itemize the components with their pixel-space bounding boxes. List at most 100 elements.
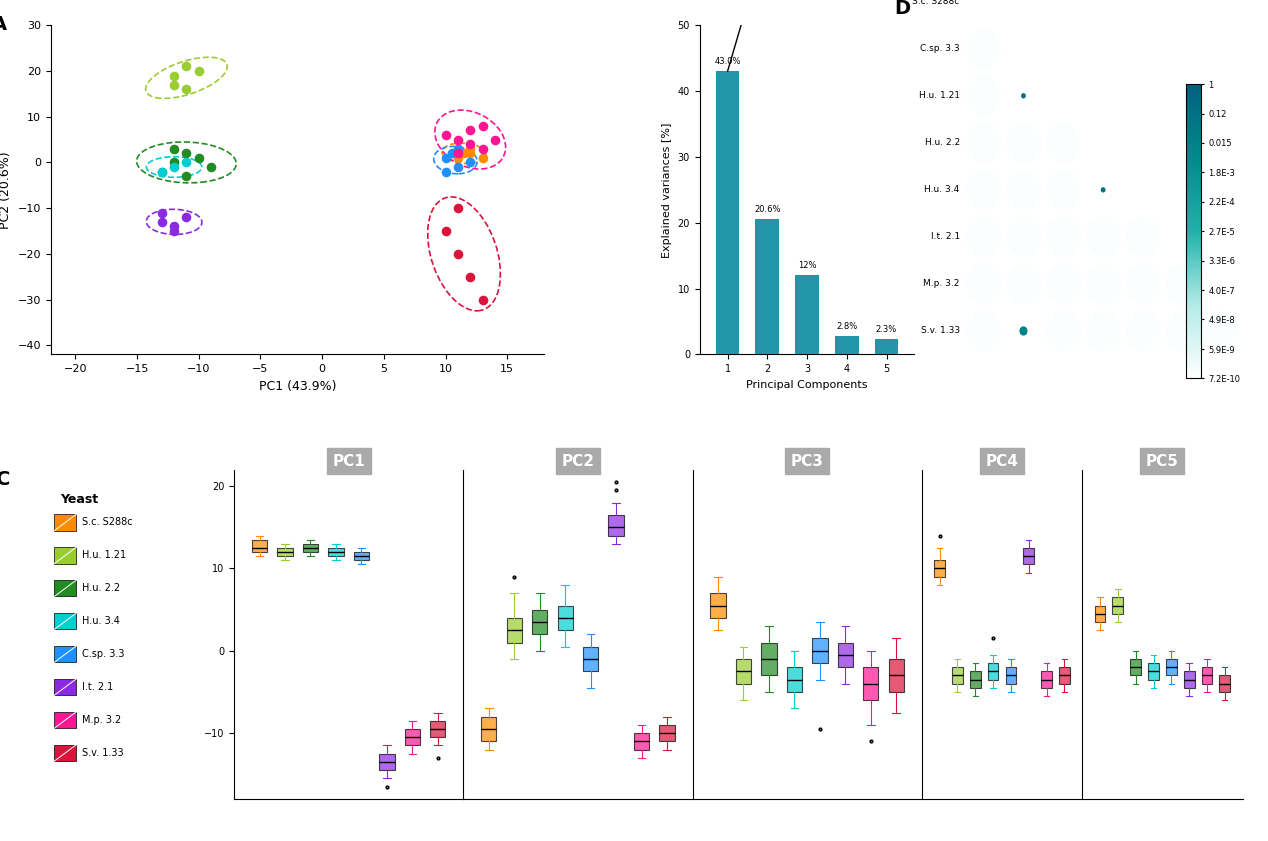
Point — [484, 133, 505, 146]
Bar — [875, 339, 899, 354]
Circle shape — [1167, 311, 1200, 351]
Text: M.p. 3.2: M.p. 3.2 — [82, 715, 122, 725]
Point — [473, 293, 493, 306]
PathPatch shape — [252, 540, 268, 552]
Bar — [715, 71, 739, 354]
PathPatch shape — [1148, 664, 1159, 680]
Point — [460, 270, 481, 283]
Circle shape — [1087, 264, 1120, 304]
Point — [454, 146, 474, 160]
Point — [176, 60, 197, 73]
PathPatch shape — [864, 667, 879, 701]
Circle shape — [1087, 218, 1120, 257]
Title: PC1: PC1 — [332, 453, 365, 468]
PathPatch shape — [1184, 671, 1194, 688]
Point — [176, 156, 197, 169]
Text: H.u. 3.4: H.u. 3.4 — [82, 616, 119, 627]
Point — [176, 169, 197, 182]
Circle shape — [967, 264, 1000, 304]
PathPatch shape — [935, 560, 945, 577]
FancyBboxPatch shape — [55, 613, 76, 629]
Text: S.c. S288c: S.c. S288c — [913, 0, 960, 6]
Circle shape — [1126, 264, 1159, 304]
Title: PC5: PC5 — [1146, 453, 1179, 468]
Point — [460, 142, 481, 156]
FancyBboxPatch shape — [55, 646, 76, 663]
PathPatch shape — [1167, 659, 1177, 675]
Circle shape — [967, 311, 1000, 351]
Text: H.u. 1.21: H.u. 1.21 — [82, 550, 126, 560]
Text: H.u. 2.2: H.u. 2.2 — [82, 584, 120, 593]
Point — [189, 151, 209, 165]
Text: H.u. 1.21: H.u. 1.21 — [919, 92, 960, 100]
Point — [441, 146, 462, 160]
PathPatch shape — [609, 515, 624, 536]
PathPatch shape — [507, 618, 522, 643]
Point — [448, 151, 468, 165]
Point — [435, 165, 455, 178]
Text: 43.0%: 43.0% — [714, 57, 741, 66]
Circle shape — [967, 77, 1000, 115]
PathPatch shape — [838, 643, 853, 667]
PathPatch shape — [328, 547, 344, 556]
PathPatch shape — [634, 733, 649, 749]
Point — [460, 146, 481, 160]
PathPatch shape — [583, 647, 598, 671]
Circle shape — [1047, 264, 1080, 304]
Text: S.c. S288c: S.c. S288c — [82, 517, 133, 527]
Text: I.t. 2.1: I.t. 2.1 — [82, 682, 113, 692]
PathPatch shape — [379, 754, 394, 770]
PathPatch shape — [988, 664, 998, 680]
Circle shape — [1167, 264, 1200, 304]
Point — [448, 201, 468, 214]
Text: S.v. 1.33: S.v. 1.33 — [82, 748, 123, 758]
Circle shape — [1047, 124, 1080, 162]
FancyBboxPatch shape — [55, 711, 76, 728]
FancyBboxPatch shape — [55, 679, 76, 696]
Point — [176, 210, 197, 224]
PathPatch shape — [1006, 667, 1016, 684]
Point — [448, 146, 468, 160]
PathPatch shape — [1041, 671, 1052, 688]
Text: A: A — [0, 15, 6, 34]
PathPatch shape — [761, 643, 776, 675]
Point — [164, 142, 184, 156]
Circle shape — [1007, 218, 1040, 257]
PathPatch shape — [710, 593, 725, 618]
Point — [189, 64, 209, 77]
PathPatch shape — [952, 667, 962, 684]
FancyBboxPatch shape — [55, 744, 76, 761]
Point — [164, 69, 184, 82]
Text: 2.8%: 2.8% — [836, 322, 857, 331]
Text: H.u. 3.4: H.u. 3.4 — [924, 185, 960, 194]
Circle shape — [1022, 94, 1025, 98]
Point — [164, 78, 184, 92]
Point — [473, 119, 493, 133]
Point — [152, 206, 172, 220]
Circle shape — [1087, 311, 1120, 351]
Text: M.p. 3.2: M.p. 3.2 — [923, 279, 960, 288]
Text: D: D — [894, 0, 910, 18]
Circle shape — [1047, 171, 1080, 209]
Circle shape — [1126, 218, 1159, 257]
Circle shape — [1047, 311, 1080, 351]
Text: Yeast: Yeast — [60, 493, 98, 505]
Circle shape — [967, 124, 1000, 162]
Point — [164, 225, 184, 238]
X-axis label: PC1 (43.9%): PC1 (43.9%) — [259, 380, 336, 393]
PathPatch shape — [1094, 606, 1106, 622]
Point — [460, 124, 481, 137]
Circle shape — [1007, 124, 1040, 162]
Point — [164, 156, 184, 169]
PathPatch shape — [533, 610, 548, 634]
PathPatch shape — [430, 721, 445, 738]
Point — [448, 142, 468, 156]
Circle shape — [967, 29, 1000, 68]
PathPatch shape — [889, 659, 904, 692]
Bar — [756, 219, 780, 354]
PathPatch shape — [659, 725, 675, 741]
Y-axis label: Explained variances [%]: Explained variances [%] — [662, 122, 672, 257]
PathPatch shape — [481, 717, 496, 741]
PathPatch shape — [1112, 597, 1123, 614]
Point — [448, 133, 468, 146]
